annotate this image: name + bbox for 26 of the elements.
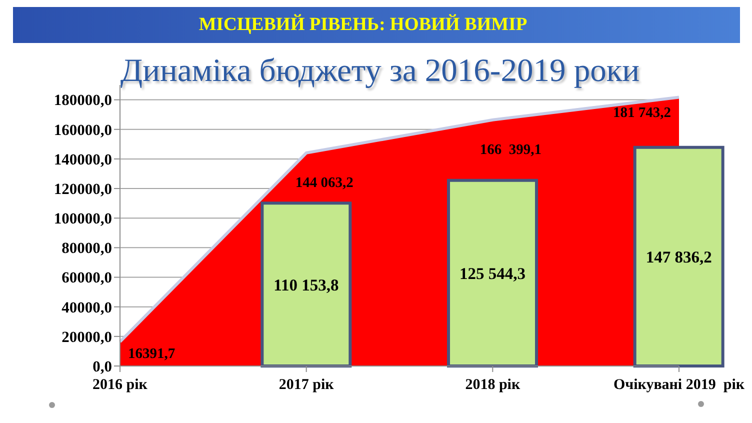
y-tick-label: 0,0 [92, 358, 112, 376]
y-tick-label: 100000,0 [54, 210, 112, 228]
y-tick-label: 20000,0 [62, 328, 112, 346]
data-label: 166 399,1 [480, 142, 542, 158]
y-tick-label: 160000,0 [54, 122, 112, 139]
x-tick-label: 2018 рік [465, 377, 520, 393]
text: МІСЦЕВИЙ РІВЕНЬ: НОВИЙ ВИМІР [198, 13, 528, 37]
y-tick-label: 80000,0 [62, 240, 112, 258]
data-label: 181 743,2 [613, 105, 671, 122]
bar [633, 146, 724, 368]
x-tick-label: 2016 рік [92, 377, 148, 393]
data-label: 144 063,2 [295, 174, 354, 191]
data-label: 16391,7 [128, 346, 176, 362]
y-tick-label: 40000,0 [62, 299, 112, 316]
data-label: 125 544,3 [460, 264, 526, 283]
y-tick-label: 180000,0 [54, 92, 112, 110]
data-label: 147 836,2 [646, 247, 712, 266]
y-tick-label: 140000,0 [54, 151, 112, 168]
y-tick-label: 120000,0 [54, 180, 112, 198]
bar [260, 202, 352, 368]
bar [447, 178, 538, 368]
chart-title: Динаміка бюджету за 2016-2019 роки [119, 52, 641, 91]
x-tick-label: Очікувані 2019 рік [613, 377, 745, 393]
y-tick-label: 60000,0 [62, 270, 112, 287]
data-label: 110 153,8 [274, 275, 339, 294]
x-tick-label: 2017 рік [278, 377, 334, 393]
